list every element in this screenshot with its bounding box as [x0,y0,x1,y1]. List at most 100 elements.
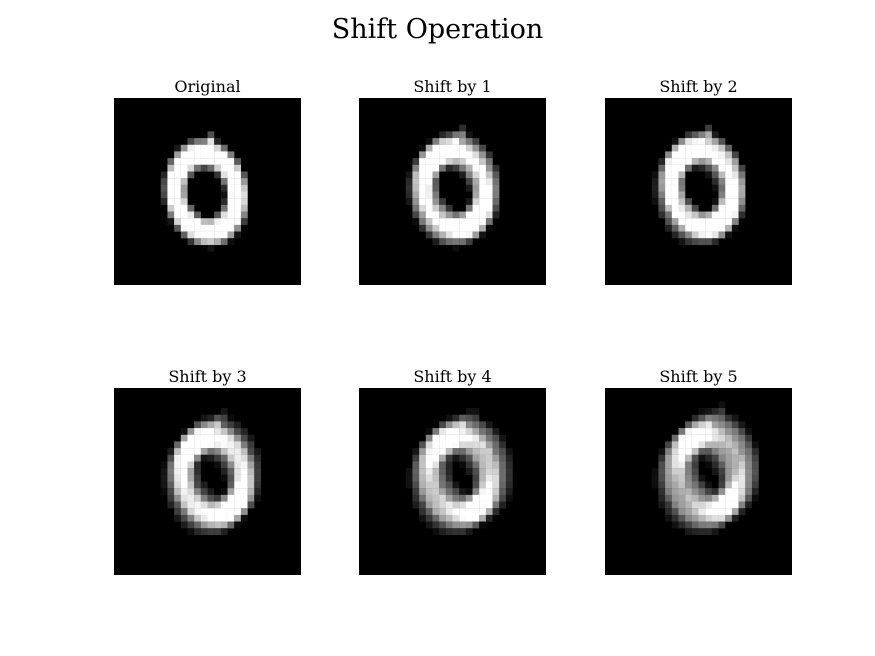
pixel [207,521,215,529]
pixel [671,494,679,502]
pixel [485,204,493,212]
pixel [658,454,666,462]
pixel [665,441,672,449]
pixel [705,171,712,179]
pixel [711,218,719,226]
pixel [691,428,699,435]
pixel [751,448,759,455]
pixel [725,474,733,482]
pixel [705,151,712,159]
pixel [685,144,692,152]
pixel [445,238,453,246]
pixel [485,461,493,469]
pixel [240,481,248,489]
pixel [698,434,706,442]
pixel [200,454,208,462]
pixel [220,528,228,536]
pixel [725,481,733,489]
pixel [492,454,500,462]
pixel [452,434,460,442]
pixel [671,231,679,239]
pixel [505,474,513,482]
pixel [214,494,221,502]
pixel [685,488,692,495]
pixel [220,434,228,442]
pixel [180,514,188,522]
pixel [718,401,726,409]
pixel [432,481,440,489]
pixel [718,421,726,429]
pixel [445,204,453,212]
pixel [745,474,753,482]
pixel [685,501,692,509]
pixel [227,508,235,516]
pixel [725,164,733,172]
pixel [685,428,692,435]
pixel [738,481,746,489]
pixel [445,158,453,165]
pixel [711,468,719,475]
pixel [412,204,420,212]
pixel [432,468,440,475]
pixel [419,198,426,205]
pixel [745,468,753,475]
pixel [738,501,746,509]
pixel [174,514,181,522]
pixel [452,138,460,145]
pixel [718,138,726,145]
pixel [671,204,679,212]
pixel [234,231,242,239]
pixel [671,218,679,226]
pixel [247,434,255,442]
pixel [180,184,188,192]
pixel [738,178,746,185]
pixel [745,461,753,469]
pixel [492,171,500,179]
pixel [200,501,208,509]
pixel [180,508,188,516]
pixel [234,448,242,455]
pixel [718,494,726,502]
pixel [725,224,733,232]
pixel [725,434,733,442]
pixel [227,151,235,159]
pixel [718,231,726,239]
image-background [114,98,301,285]
pixel [718,144,726,152]
pixel [671,441,679,449]
pixel [160,171,168,179]
pixel [180,164,188,172]
pixel [180,434,188,442]
pixel [751,441,759,449]
pixel [180,448,188,455]
pixel [472,488,480,495]
pixel [691,474,699,482]
pixel [745,501,753,509]
pixel [485,501,493,509]
pixel [691,421,699,429]
pixel [452,521,460,529]
pixel [711,454,719,462]
pixel [425,151,433,159]
pixel [200,448,208,455]
pixel [174,184,181,192]
pixel [194,158,201,165]
pixel [187,508,195,516]
pixel [432,488,440,495]
pixel [658,184,666,192]
pixel [160,191,168,199]
pixel [207,144,215,152]
pixel [479,514,487,522]
pixel [419,224,426,232]
pixel [439,131,446,139]
pixel [691,461,699,469]
pixel [207,494,215,502]
pixel [665,488,672,495]
pixel [671,184,679,192]
pixel [671,508,679,516]
pixel [432,211,440,219]
pixel [658,204,666,212]
pixel [718,184,726,192]
pixel [200,428,208,435]
pixel [174,171,181,179]
